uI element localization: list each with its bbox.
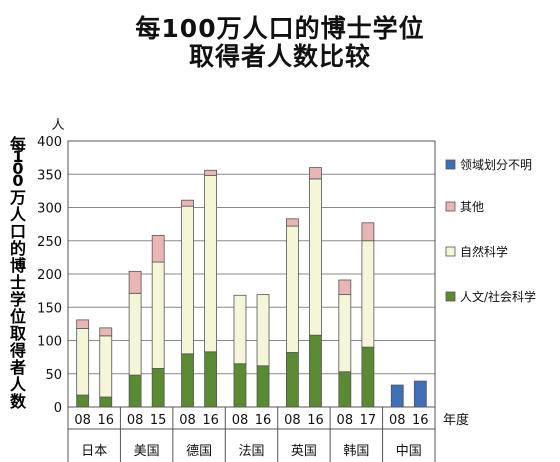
bar-segment-0-2 — [128, 374, 142, 408]
chart-title-line-2: 取得者人数比较 — [188, 42, 371, 71]
x-tick-label: 08 — [74, 413, 91, 428]
bar-segment-1-7 — [256, 294, 270, 367]
bar-segment-1-3 — [151, 261, 165, 369]
x-axis-label: 年度 — [443, 412, 469, 428]
bar-segment-2-3 — [151, 235, 165, 263]
y-tick-label: 200 — [37, 268, 62, 283]
x-tick-label: 08 — [284, 413, 301, 428]
bar-segment-1-4 — [181, 205, 194, 355]
x-group-label: 德国 — [186, 444, 212, 459]
x-group-label: 法国 — [238, 444, 264, 459]
bar-segment-0-0 — [76, 394, 90, 408]
bar-segment-0-4 — [181, 353, 194, 408]
bar-segment-1-10 — [338, 294, 352, 373]
legend-label: 领域划分不明 — [460, 158, 532, 172]
bar-segment-2-1 — [99, 327, 113, 337]
bar-segment-0-10 — [338, 371, 352, 408]
bar-segment-0-7 — [256, 365, 270, 408]
x-tick-label: 08 — [389, 413, 406, 428]
bar-segment-2-9 — [309, 167, 322, 180]
x-tick-label: 16 — [255, 413, 272, 428]
x-tick-label: 16 — [412, 413, 429, 428]
bar-segment-2-0 — [76, 319, 90, 329]
bar-segment-2-4 — [181, 199, 194, 207]
x-tick-label: 17 — [360, 413, 377, 428]
x-group-label: 日本 — [81, 444, 107, 459]
bar-segment-1-9 — [309, 178, 322, 336]
legend-label: 其他 — [460, 200, 484, 214]
legend-label: 自然科学 — [460, 244, 508, 259]
y-unit-label: 人 — [51, 118, 64, 133]
bar-segment-0-8 — [285, 352, 299, 408]
x-tick-label: 16 — [97, 413, 114, 428]
y-tick-label: 50 — [45, 368, 62, 383]
bar-segment-2-10 — [338, 279, 352, 296]
bar-segment-1-6 — [233, 294, 247, 365]
bar-segment-2-5 — [204, 169, 218, 176]
bar-segment-0-6 — [233, 363, 247, 408]
y-tick-label: 150 — [37, 301, 62, 316]
x-group-label: 韩国 — [343, 444, 369, 459]
x-tick-label: 16 — [307, 413, 324, 428]
bar-segment-1-1 — [99, 335, 113, 398]
legend-swatch — [445, 291, 456, 302]
y-tick-label: 300 — [37, 202, 62, 217]
bar-segment-2-11 — [361, 222, 375, 242]
legend-label: 人文/社会科学 — [460, 289, 536, 304]
x-tick-label: 08 — [127, 413, 144, 428]
legend-swatch — [445, 246, 456, 257]
bar-segment-1-5 — [204, 175, 218, 353]
bar-segment-1-0 — [76, 328, 90, 396]
y-axis-label: 每 1 0 0 万人口的博士学位取得者人数 — [9, 135, 27, 411]
bar-segment-2-2 — [128, 270, 142, 294]
y-tick-label: 350 — [37, 168, 62, 183]
y-tick-label: 100 — [37, 335, 62, 350]
bar-segment-0-1 — [99, 396, 113, 408]
legend-swatch — [445, 201, 456, 212]
y-tick-label: 0 — [54, 401, 62, 416]
bar-segment-0-3 — [151, 368, 165, 408]
x-group-label: 中国 — [396, 444, 422, 459]
x-tick-label: 16 — [202, 413, 219, 428]
bar-segment-1-2 — [128, 292, 142, 376]
x-tick-label: 08 — [179, 413, 196, 428]
bar-segment-1-11 — [361, 240, 375, 348]
chart-title-line-1: 每100万人口的博士学位 — [135, 14, 425, 43]
x-group-label: 美国 — [134, 444, 160, 459]
bar-segment-0-11 — [361, 346, 375, 408]
bar-segment-2-8 — [285, 218, 299, 227]
bar-segment-1-8 — [285, 225, 299, 353]
x-tick-label: 15 — [150, 413, 167, 428]
x-tick-label: 08 — [232, 413, 249, 428]
y-tick-label: 250 — [37, 235, 62, 250]
bar-segment-0-5 — [204, 351, 218, 408]
legend-swatch — [445, 159, 456, 170]
bar-segment-0-9 — [309, 334, 322, 408]
y-tick-label: 400 — [37, 135, 62, 150]
plot-frame — [67, 140, 436, 408]
x-tick-label: 08 — [337, 413, 354, 428]
x-group-label: 英国 — [291, 444, 317, 459]
bar-segment-3-12 — [390, 384, 404, 408]
bar-segment-3-13 — [413, 380, 427, 408]
